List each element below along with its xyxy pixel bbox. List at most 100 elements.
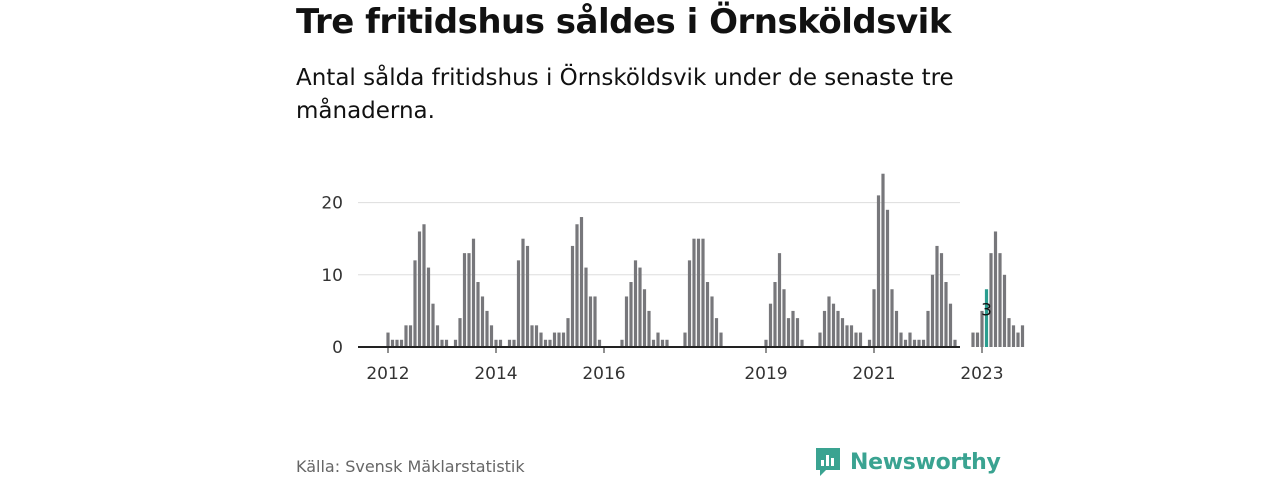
bar bbox=[390, 339, 395, 347]
bar bbox=[525, 245, 530, 347]
bar bbox=[908, 332, 912, 347]
y-tick-label: 0 bbox=[332, 338, 343, 358]
bar bbox=[930, 274, 935, 347]
bar bbox=[548, 339, 552, 347]
bar bbox=[696, 238, 701, 347]
bar bbox=[782, 289, 786, 347]
bar bbox=[557, 332, 561, 347]
bar bbox=[705, 282, 710, 347]
bar bbox=[1020, 325, 1025, 347]
bar bbox=[719, 332, 723, 347]
bar bbox=[764, 339, 768, 347]
bar bbox=[498, 339, 503, 347]
bar bbox=[629, 282, 633, 347]
bar bbox=[593, 296, 597, 347]
bar-chart: 0 10 20 3 2012 2014 2016 2019 2021 2023 bbox=[321, 173, 1025, 384]
y-tick-label: 10 bbox=[321, 266, 343, 286]
bar bbox=[620, 339, 624, 347]
bar bbox=[881, 173, 885, 347]
bar bbox=[714, 318, 719, 347]
bar bbox=[917, 339, 921, 347]
x-tick-label: 2016 bbox=[582, 364, 625, 384]
x-tick-label: 2021 bbox=[852, 364, 895, 384]
bar bbox=[791, 310, 795, 347]
bar bbox=[651, 339, 656, 347]
highlight-bar bbox=[984, 289, 989, 347]
bar bbox=[422, 224, 426, 347]
bar bbox=[710, 296, 714, 347]
newsworthy-logo[interactable]: Newsworthy bbox=[814, 446, 1001, 478]
bar bbox=[417, 231, 422, 347]
bar bbox=[471, 238, 476, 347]
bar bbox=[944, 282, 948, 347]
bars: 3 bbox=[386, 173, 1025, 347]
bar bbox=[773, 282, 777, 347]
bar bbox=[399, 339, 404, 347]
bar bbox=[530, 325, 534, 347]
bar bbox=[597, 339, 602, 347]
bar bbox=[818, 332, 822, 347]
bar bbox=[849, 325, 854, 347]
bar bbox=[552, 332, 557, 347]
bar bbox=[386, 332, 390, 347]
bar bbox=[561, 332, 566, 347]
bar bbox=[521, 238, 525, 347]
bar bbox=[948, 303, 953, 347]
brand-name: Newsworthy bbox=[850, 449, 1001, 475]
bar bbox=[638, 267, 642, 347]
bar bbox=[1011, 325, 1016, 347]
bar bbox=[926, 310, 930, 347]
bar bbox=[660, 339, 665, 347]
bar bbox=[953, 339, 957, 347]
x-tick-label: 2023 bbox=[960, 364, 1003, 384]
bar bbox=[570, 245, 575, 347]
bar bbox=[840, 318, 845, 347]
bar bbox=[656, 332, 660, 347]
bar bbox=[894, 310, 899, 347]
x-tick-label: 2012 bbox=[366, 364, 409, 384]
bar bbox=[822, 310, 827, 347]
bar bbox=[588, 296, 593, 347]
x-axis-ticks: 2012 2014 2016 2019 2021 2023 bbox=[358, 346, 1004, 384]
bar bbox=[854, 332, 858, 347]
bar bbox=[539, 332, 543, 347]
bar bbox=[408, 325, 413, 347]
y-axis-ticks: 0 10 20 bbox=[321, 194, 343, 358]
bar bbox=[800, 339, 804, 347]
bar bbox=[485, 310, 489, 347]
bar bbox=[507, 339, 512, 347]
bar bbox=[516, 260, 521, 347]
bar bbox=[476, 282, 480, 347]
bar bbox=[831, 303, 836, 347]
bar bbox=[890, 289, 894, 347]
bar bbox=[872, 289, 876, 347]
bar bbox=[579, 217, 584, 347]
bar bbox=[435, 325, 440, 347]
bar bbox=[453, 339, 458, 347]
bar bbox=[444, 339, 449, 347]
bar bbox=[426, 267, 431, 347]
bar bbox=[971, 332, 975, 347]
bar bbox=[768, 303, 773, 347]
bar bbox=[993, 231, 998, 347]
bar bbox=[939, 253, 944, 347]
bar bbox=[687, 260, 692, 347]
bar bbox=[876, 195, 881, 347]
bar bbox=[899, 332, 903, 347]
bar bbox=[836, 310, 840, 347]
bar bbox=[903, 339, 908, 347]
bar bbox=[1016, 332, 1020, 347]
bar bbox=[912, 339, 917, 347]
bar bbox=[998, 253, 1002, 347]
bar bbox=[489, 325, 494, 347]
bar bbox=[786, 318, 791, 347]
bar bbox=[692, 238, 696, 347]
x-tick-label: 2019 bbox=[744, 364, 787, 384]
bar bbox=[534, 325, 539, 347]
bar bbox=[404, 325, 408, 347]
bar bbox=[665, 339, 669, 347]
bar bbox=[647, 310, 651, 347]
bar bbox=[975, 332, 980, 347]
bar bbox=[512, 339, 516, 347]
bar bbox=[701, 238, 705, 347]
